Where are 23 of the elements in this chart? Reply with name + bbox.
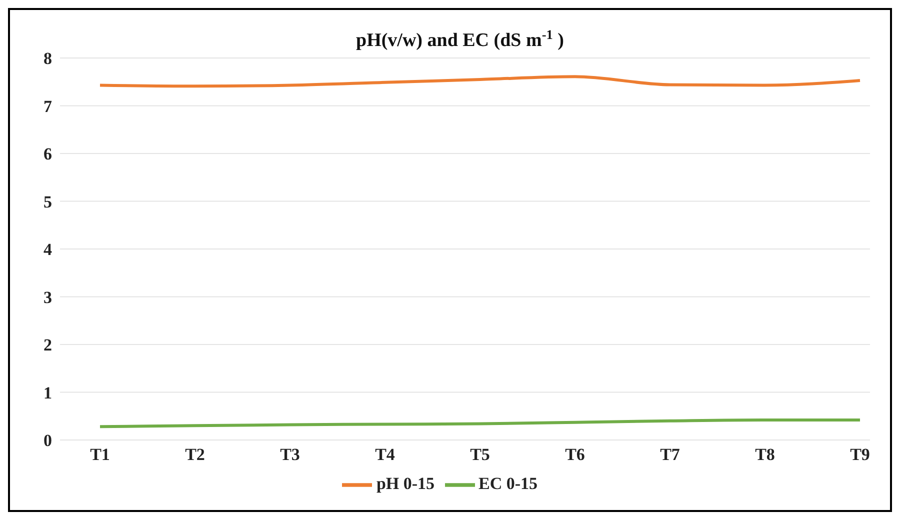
y-tick-label: 2 <box>44 336 52 355</box>
x-tick-label: T7 <box>660 445 680 464</box>
line-series <box>98 418 862 428</box>
x-tick-label: T9 <box>850 445 870 464</box>
x-tick-label: T8 <box>755 445 775 464</box>
line-series <box>98 75 862 88</box>
x-tick-label: T6 <box>565 445 585 464</box>
y-tick-label: 6 <box>44 144 52 164</box>
x-tick-label: T4 <box>375 445 396 464</box>
y-tick-label: 0 <box>44 431 52 450</box>
x-tick-label: T5 <box>470 445 490 464</box>
chart-title: pH(v/w) and EC (dS m$^{-1}$) <box>356 26 564 51</box>
y-tick-label: 3 <box>44 288 52 307</box>
y-tick-label: 1 <box>44 383 52 402</box>
y-tick-label: 4 <box>44 240 52 260</box>
x-tick-label: T2 <box>185 445 205 464</box>
x-tick-label: T1 <box>90 445 110 464</box>
y-tick-label: 7 <box>44 96 52 116</box>
y-tick-label: 5 <box>44 192 52 212</box>
y-tick-label: 8 <box>44 49 52 68</box>
x-tick-label: T3 <box>280 445 300 464</box>
legend-label: pH 0-15 <box>376 474 435 493</box>
legend-label: EC 0-15 <box>478 474 538 493</box>
